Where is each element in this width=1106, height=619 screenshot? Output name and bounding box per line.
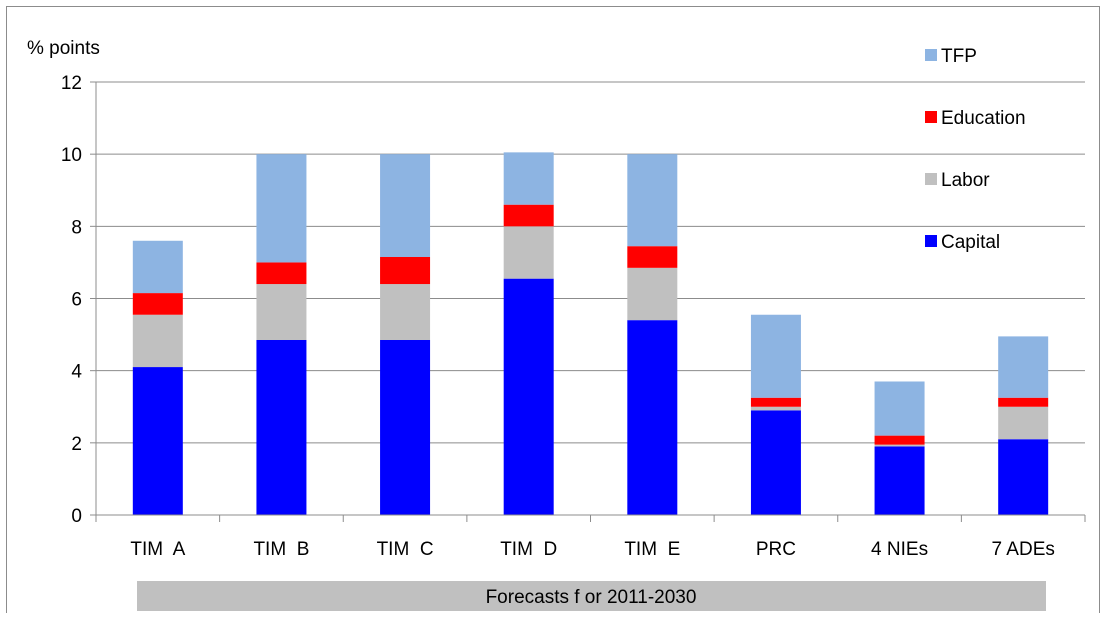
- x-tick-label: 4 NIEs: [871, 539, 928, 560]
- stacked-bar-chart: 0 2 4 6 8 10 12 TIM A TIM B TIM C TIM D TIM E PRC 4 N…: [27, 38, 1086, 611]
- gridlines: [96, 81, 1085, 444]
- bar-labor-4: [503, 226, 554, 279]
- y-tick-label: 8: [71, 217, 82, 238]
- legend-label-education: Education: [941, 108, 1026, 129]
- legend-label-labor: Labor: [941, 170, 990, 191]
- bar-capital-3: [380, 339, 431, 515]
- bar-tfp-1: [132, 240, 183, 294]
- bar-tfp-6: [750, 314, 801, 398]
- bar-education-4: [503, 204, 554, 227]
- bar-tfp-2: [256, 154, 307, 263]
- bar-education-3: [380, 257, 431, 285]
- legend-label-capital: Capital: [941, 232, 1000, 253]
- bar-labor-8: [998, 406, 1049, 440]
- bar-labor-1: [132, 314, 183, 368]
- bar-capital-2: [256, 339, 307, 515]
- bar-labor-5: [627, 267, 678, 321]
- legend-swatch-capital: [925, 235, 937, 247]
- bar-education-6: [750, 397, 801, 407]
- bar-tfp-5: [627, 154, 678, 247]
- legend: TFP Education Labor Capital: [925, 46, 1026, 253]
- x-tick-label: TIM A: [130, 539, 185, 560]
- bar-education-5: [627, 246, 678, 268]
- bar-capital-7: [874, 446, 925, 515]
- axes: [90, 81, 1086, 522]
- x-tick-label: TIM D: [500, 539, 557, 560]
- y-tick-label: 12: [61, 73, 82, 94]
- bar-labor-6: [750, 406, 801, 411]
- bar-labor-3: [380, 284, 431, 340]
- bar-tfp-8: [998, 336, 1049, 398]
- bar-tfp-3: [380, 154, 431, 258]
- bar-education-8: [998, 397, 1049, 407]
- y-tick-label: 6: [71, 290, 82, 311]
- y-axis-label: % points: [27, 38, 100, 59]
- bar-capital-4: [503, 278, 554, 515]
- bar-labor-7: [874, 444, 925, 447]
- bar-capital-1: [132, 367, 183, 515]
- tick-labels: 0 2 4 6 8 10 12 TIM A TIM B TIM C TIM D TIM E PRC 4 N…: [61, 73, 1055, 560]
- y-tick-label: 2: [71, 434, 82, 455]
- forecast-band: [137, 581, 1046, 611]
- bar-tfp-7: [874, 381, 925, 436]
- legend-swatch-labor: [925, 173, 937, 185]
- bar-labor-2: [256, 284, 307, 340]
- y-tick-label: 0: [71, 506, 82, 527]
- x-tick-label: TIM E: [624, 539, 680, 560]
- bar-education-1: [132, 293, 183, 315]
- y-tick-label: 4: [71, 362, 82, 383]
- forecast-band-label: Forecasts f or 2011-2030: [486, 587, 697, 608]
- bar-capital-6: [750, 410, 801, 515]
- bar-tfp-4: [503, 152, 554, 205]
- bar-education-2: [256, 262, 307, 285]
- bar-capital-8: [998, 439, 1049, 515]
- x-tick-label: PRC: [756, 539, 796, 560]
- x-tick-label: TIM B: [253, 539, 309, 560]
- chart-frame: 0 2 4 6 8 10 12 TIM A TIM B TIM C TIM D TIM E PRC 4 N…: [6, 6, 1100, 613]
- legend-label-tfp: TFP: [941, 46, 977, 67]
- x-tick-label: TIM C: [377, 539, 434, 560]
- bar-education-7: [874, 435, 925, 445]
- bars: [132, 152, 1049, 515]
- y-tick-label: 10: [61, 145, 82, 166]
- legend-swatch-tfp: [925, 49, 937, 61]
- bar-capital-5: [627, 320, 678, 515]
- legend-swatch-education: [925, 111, 937, 123]
- x-tick-label: 7 ADEs: [992, 539, 1055, 560]
